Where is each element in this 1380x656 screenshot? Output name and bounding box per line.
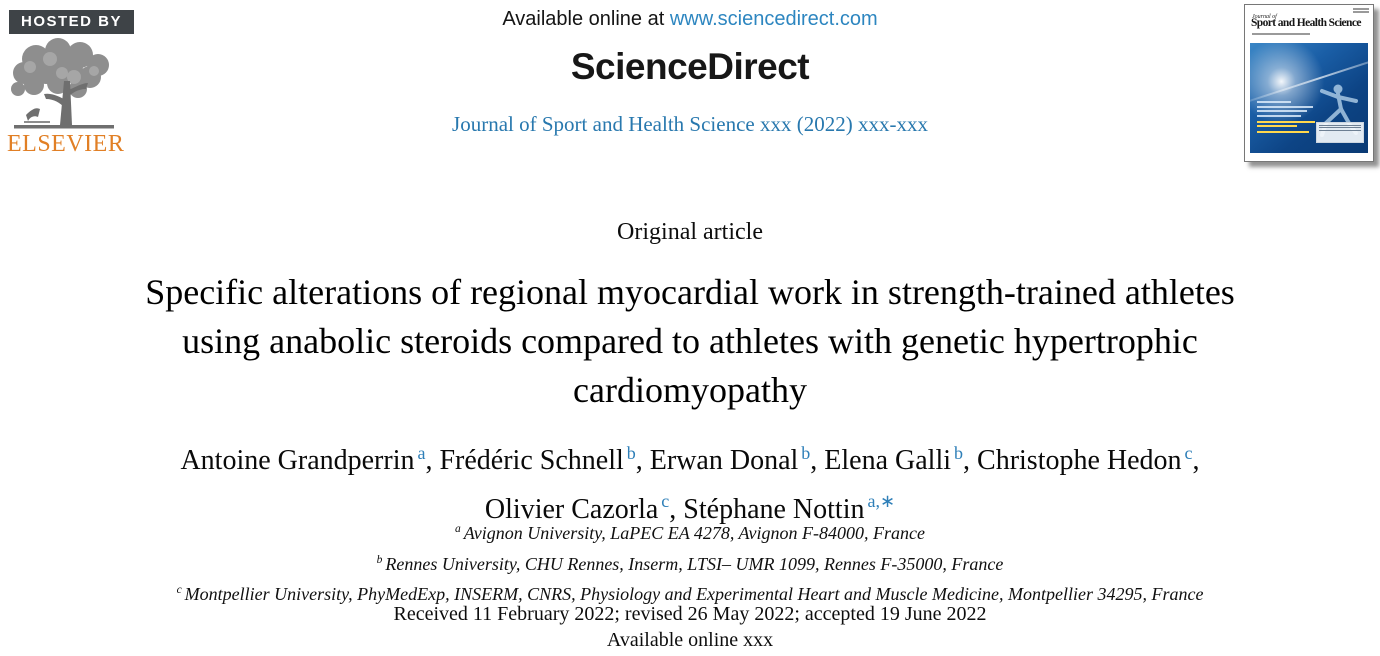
- elsevier-wordmark: ELSEVIER: [7, 131, 125, 157]
- author: Erwan Donal b,: [649, 443, 825, 477]
- header-center: Available online at www.sciencedirect.co…: [0, 0, 1380, 137]
- hosted-by-badge: HOSTED BY: [9, 10, 135, 34]
- author-line-1: Antoine Grandperrin a, Frédéric Schnell b,…: [0, 433, 1380, 481]
- affiliation: b Rennes University, CHU Rennes, Inserm, …: [376, 553, 1004, 574]
- title-line-3: cardiomyopathy: [573, 370, 807, 410]
- cover-artwork: [1250, 43, 1368, 153]
- author-affiliation-sup: b: [801, 443, 811, 463]
- cover-publisher-box: [1316, 122, 1364, 143]
- author: Stéphane Nottin a,∗: [683, 491, 896, 525]
- affiliation-sup: b: [376, 553, 383, 566]
- corresponding-author-sup: a,∗: [867, 491, 896, 512]
- received-revised-accepted: Received 11 February 2022; revised 26 Ma…: [393, 603, 987, 625]
- author: Frédéric Schnell b,: [439, 443, 650, 477]
- cover-journal-prefix: Journal of: [1252, 14, 1277, 20]
- affiliation-sup: c: [176, 584, 182, 596]
- author-affiliation-sup: c: [661, 491, 670, 512]
- affiliation-list: a Avignon University, LaPEC EA 4278, Avig…: [0, 516, 1380, 608]
- author-affiliation-sup: b: [954, 443, 964, 463]
- cover-masthead: Journal of Sport and Health Science: [1245, 5, 1373, 41]
- sciencedirect-wordmark: ScienceDirect: [570, 46, 810, 87]
- elsevier-tree-icon: [11, 38, 114, 129]
- article-title: Specific alterations of regional myocard…: [0, 268, 1380, 415]
- affiliation-sup: a: [454, 523, 461, 535]
- available-online-line: Available online at www.sciencedirect.co…: [0, 8, 1380, 31]
- title-line-1: Specific alterations of regional myocard…: [145, 272, 1235, 312]
- author: Elena Galli b,: [824, 443, 978, 477]
- cover-issue-info: [1353, 8, 1369, 14]
- article-history: Received 11 February 2022; revised 26 Ma…: [0, 601, 1380, 653]
- journal-cover-thumbnail: Journal of Sport and Health Science: [1244, 4, 1374, 162]
- affiliation: a Avignon University, LaPEC EA 4278, Avig…: [454, 523, 926, 543]
- sciencedirect-link[interactable]: www.sciencedirect.com: [669, 8, 878, 30]
- author-affiliation-sup: a: [417, 443, 426, 463]
- available-online-prefix: Available online at: [502, 8, 670, 30]
- author-line-2: Olivier Cazorla c, Stéphane Nottin a,∗: [0, 481, 1380, 529]
- journal-citation-line: Journal of Sport and Health Science xxx …: [452, 112, 928, 136]
- taichi-figure-icon: [1320, 84, 1358, 137]
- author: Antoine Grandperrin a,: [180, 443, 440, 477]
- author: Christophe Hedon c,: [977, 443, 1200, 477]
- title-line-2: using anabolic steroids compared to athl…: [182, 321, 1198, 361]
- cover-article-list: [1257, 101, 1317, 136]
- author-affiliation-sup: b: [626, 443, 636, 463]
- author-list: Antoine Grandperrin a, Frédéric Schnell b,…: [0, 433, 1380, 530]
- author: Olivier Cazorla c,: [484, 491, 684, 525]
- author-affiliation-sup: c: [1184, 443, 1193, 463]
- cover-title: Sport and Health Science: [1251, 17, 1361, 29]
- section-label: Original article: [617, 219, 763, 245]
- available-online-xxx: Available online xxx: [606, 629, 774, 651]
- affiliation: c Montpellier University, PhyMedExp, INSE…: [176, 584, 1204, 604]
- cover-subline: [1252, 33, 1310, 36]
